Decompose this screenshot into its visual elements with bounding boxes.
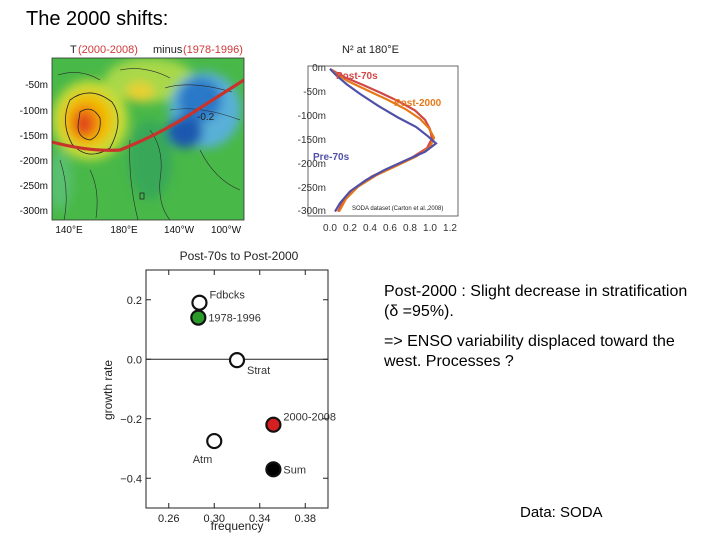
point-fdbcks: [191, 294, 208, 311]
thermocline-line: [52, 78, 244, 152]
point-label-fdbcks: Fdbcks: [209, 290, 245, 302]
temp-y-tick: -250m: [20, 181, 48, 192]
point-2000-2008: [265, 416, 282, 433]
temp-contour-label: -0.2: [197, 112, 215, 123]
n2-x-tick: 0.6: [383, 223, 397, 234]
temp-heatmap: [52, 58, 244, 220]
point-sum: [265, 461, 282, 478]
note-line-stratification: Post-2000 : Slight decrease in stratific…: [384, 283, 688, 320]
growth-y-tick-label: 0.0: [127, 354, 142, 366]
temp-x-tick: 180°E: [110, 225, 138, 236]
point-1978-1996: [190, 309, 207, 326]
note-line-enso: => ENSO variability displaced toward the…: [384, 333, 675, 370]
growth-x-tick-label: 0.30: [204, 513, 225, 525]
n2-y-tick: -100m: [298, 111, 326, 122]
temp-y-tick: -100m: [20, 106, 48, 117]
n2-series-group: [329, 67, 438, 213]
point-strat: [228, 352, 246, 369]
temp-y-ticks: -50m -100m -150m -200m -250m -300m: [20, 80, 48, 217]
point-atm: [206, 432, 223, 450]
temp-x-tick: 100°W: [211, 225, 242, 236]
n2-profile-chart: N² at 180°E 0m -50m -100m -150m -200m -2…: [298, 44, 459, 234]
growth-ylabel: growth rate: [101, 360, 115, 420]
series-label-post70s: Post-70s: [336, 71, 378, 82]
n2-series-line-2: [329, 68, 438, 213]
growth-rate-chart: Post-70s to Post-2000 0.2 0.0 −0.2 −0.4 0.26…: [101, 249, 336, 533]
n2-x-ticks: 0.0 0.2 0.4 0.6 0.8 1.0 1.2: [323, 223, 457, 234]
temp-title-prefix: T: [70, 44, 77, 56]
n2-title: N² at 180°E: [342, 44, 399, 56]
point-label-strat: Strat: [247, 365, 270, 377]
temp-x-tick: 140°W: [164, 225, 195, 236]
point-label-2000-2008: 2000-2008: [283, 412, 336, 424]
temp-title-period-a: (2000-2008): [78, 44, 138, 56]
n2-y-tick: -250m: [298, 183, 326, 194]
n2-annotation: SODA dataset (Carton et al.,2008): [352, 206, 443, 212]
growth-title: Post-70s to Post-2000: [180, 249, 299, 263]
growth-plot-frame: [145, 269, 329, 509]
temperature-difference-chart: T (2000-2008) minus (1978-1996) -0.2 -50…: [20, 44, 245, 236]
temp-y-tick: -200m: [20, 156, 48, 167]
growth-y-tick-label: 0.2: [127, 295, 142, 307]
growth-y-tick-label: −0.2: [120, 414, 142, 426]
growth-xlabel: frequency: [211, 519, 264, 533]
growth-x-tick-label: 0.38: [295, 513, 316, 525]
temp-title-minus: minus: [153, 44, 183, 56]
growth-points-group: Fdbcks 1978-1996 Strat 2000-2008 Atm Sum: [190, 290, 336, 478]
n2-x-tick: 1.2: [443, 223, 457, 234]
growth-ticks-group: 0.2 0.0 −0.2 −0.4 0.26 0.30 0.34 0.38: [120, 270, 328, 525]
slide-title: The 2000 shifts:: [26, 8, 169, 30]
n2-series-line-1: [329, 68, 436, 213]
n2-y-tick: -50m: [303, 87, 326, 98]
growth-x-tick-label: 0.34: [249, 513, 270, 525]
point-label-atm: Atm: [193, 454, 213, 466]
point-label-1978-1996: 1978-1996: [208, 313, 261, 325]
temp-y-tick: -50m: [25, 80, 48, 91]
temp-x-ticks: 140°E 180°E 140°W 100°W: [55, 225, 241, 236]
series-label-post2000: Post-2000: [394, 98, 442, 109]
n2-x-tick: 0.8: [403, 223, 417, 234]
temp-y-tick: -150m: [20, 131, 48, 142]
series-label-pre70s: Pre-70s: [313, 152, 350, 163]
n2-x-tick: 0.4: [363, 223, 377, 234]
temp-x-tick: 140°E: [55, 225, 83, 236]
temp-y-tick: -300m: [20, 206, 48, 217]
data-source-label: Data: SODA: [520, 504, 603, 521]
growth-x-tick-label: 0.26: [158, 513, 179, 525]
n2-y-ticks: 0m -50m -100m -150m -200m -250m -300m: [298, 63, 326, 217]
n2-y-tick: -150m: [298, 135, 326, 146]
point-label-sum: Sum: [283, 464, 306, 476]
n2-y-tick: -200m: [298, 159, 326, 170]
n2-y-tick: 0m: [312, 63, 326, 74]
growth-y-tick-label: −0.4: [120, 473, 142, 485]
n2-y-tick: -300m: [298, 206, 326, 217]
temp-title-period-b: (1978-1996): [183, 44, 243, 56]
n2-x-tick: 0.2: [343, 223, 357, 234]
note-text: Post-2000 : Slight decrease in stratific…: [384, 282, 704, 382]
n2-x-tick: 1.0: [423, 223, 437, 234]
n2-x-tick: 0.0: [323, 223, 337, 234]
